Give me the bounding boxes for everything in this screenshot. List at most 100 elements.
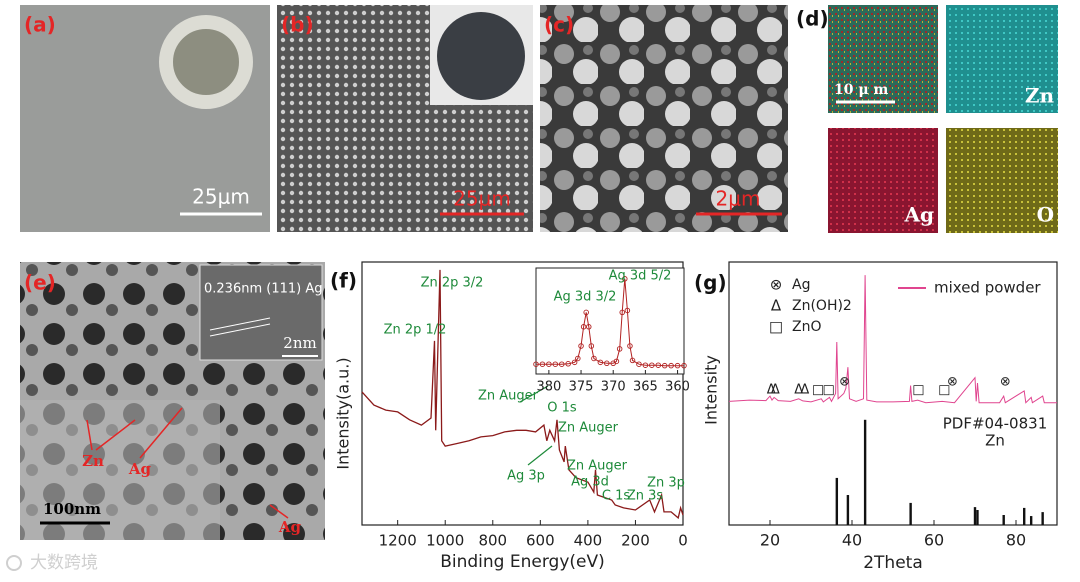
data-point [539,361,546,367]
data-point [546,361,552,367]
x-tick-label: 365 [633,380,658,395]
inset-photo [159,15,253,109]
legend-label: mixed powder [934,279,1041,297]
y-axis-label: Intensity [702,355,721,425]
reference-bar [863,419,867,525]
panel-a: (a) 25μm [20,5,270,232]
watermark-icon [6,555,22,571]
data-point [619,309,625,316]
data-point [588,343,595,349]
peak-annotation: Zn Auger [558,421,619,436]
fringe [209,323,271,337]
reference-name: Zn [985,432,1005,450]
peak-annotation: Ag 3d [571,475,609,490]
map-label: Zn [1025,84,1055,108]
data-point [578,343,584,349]
x-tick-label: 1000 [426,532,464,550]
panel-label: (c) [544,13,574,37]
x-tick-label: 600 [526,532,555,550]
panel-d: (d) 10 μ m Zn Ag O [796,5,1058,233]
data-point [580,324,587,330]
sem-image [540,5,788,232]
annotation: Ag [278,518,302,536]
scale-label: 2nm [283,334,316,352]
x-tick-label: 40 [842,531,862,550]
data-point [586,324,592,330]
inset-photo [437,12,525,100]
x-tick-label: 370 [601,380,626,395]
data-point [552,361,559,367]
x-tick-label: 375 [569,380,594,395]
inset-text: 0.236nm (111) Ag [204,282,323,297]
x-tick-label: 360 [665,380,690,395]
scale-label: 25μm [453,187,511,211]
reference-bar [835,477,839,525]
x-tick-label: 60 [924,531,944,550]
inset-frame [535,267,685,375]
data-point [616,346,623,352]
panel-label: (e) [24,271,56,295]
data-point [642,362,649,368]
x-tick-label: 800 [478,532,507,550]
spectrum-line [536,278,684,367]
panel-e: 0.236nm (111) Ag 2nm (e) Zn Ag Ag 100nm [20,262,325,540]
eds-map [946,5,1058,113]
spectrum-line [361,269,684,520]
phase-marker: Δ [771,383,780,398]
watermark: 大数跨境 [6,553,98,573]
data-point [668,362,674,369]
phase-symbol: Δ [771,297,782,315]
phase-symbol: □ [769,318,783,336]
panel-label: (f) [330,269,357,293]
phase-marker: □ [912,383,924,398]
reference-bar [1023,507,1026,525]
phase-name: Zn(OH)2 [792,298,852,314]
x-tick-label: 200 [621,532,650,550]
phase-name: Ag [792,277,810,293]
x-tick-label: 1200 [379,532,417,550]
panel-label: (b) [281,13,314,37]
x-tick-label: 380 [536,380,561,395]
data-point [597,359,604,366]
panel-label: (g) [694,271,727,295]
data-point [558,361,565,367]
scale-label: 10 μ m [834,82,888,98]
peak-annotation: Zn Auger [567,459,628,474]
annotation-arrow [519,385,549,403]
data-point [636,361,642,367]
phase-symbol: ⊗ [770,276,783,294]
phase-marker: □ [938,383,950,398]
peak-annotation: Zn 2p 3/2 [421,276,484,291]
eds-map [946,128,1058,233]
data-point [627,343,633,349]
panel-b: (b) 25μm [277,5,533,232]
scale-label: 100nm [43,500,101,518]
scale-label: 25μm [192,185,250,209]
reference-bar [973,507,977,525]
data-point [681,362,687,369]
phase-marker: Δ [794,383,803,398]
reference-bar [1029,516,1033,525]
pattern-line [728,275,1057,404]
plot-frame [361,261,684,526]
data-point [591,355,597,362]
y-axis-label: Intensity(a.u.) [334,357,353,469]
annotation-arrow [527,445,553,466]
panel-label: (d) [796,7,829,31]
x-tick-label: 0 [678,532,688,550]
data-point [655,362,662,368]
phase-marker: □ [812,383,824,398]
data-point [575,355,581,362]
phase-marker: □ [822,383,834,398]
data-point [661,362,668,369]
peak-annotation: Zn 2p 1/2 [384,323,447,338]
panel-c: (c) 2μm [540,5,788,232]
reference-bar [909,502,912,525]
annotation-lines [86,407,289,519]
peak-annotation: Ag 3d 5/2 [609,269,672,284]
eds-map [828,128,938,233]
phase-name: ZnO [792,319,821,335]
peak-annotation: O 1s [547,401,577,416]
annotation: Ag [128,460,152,478]
